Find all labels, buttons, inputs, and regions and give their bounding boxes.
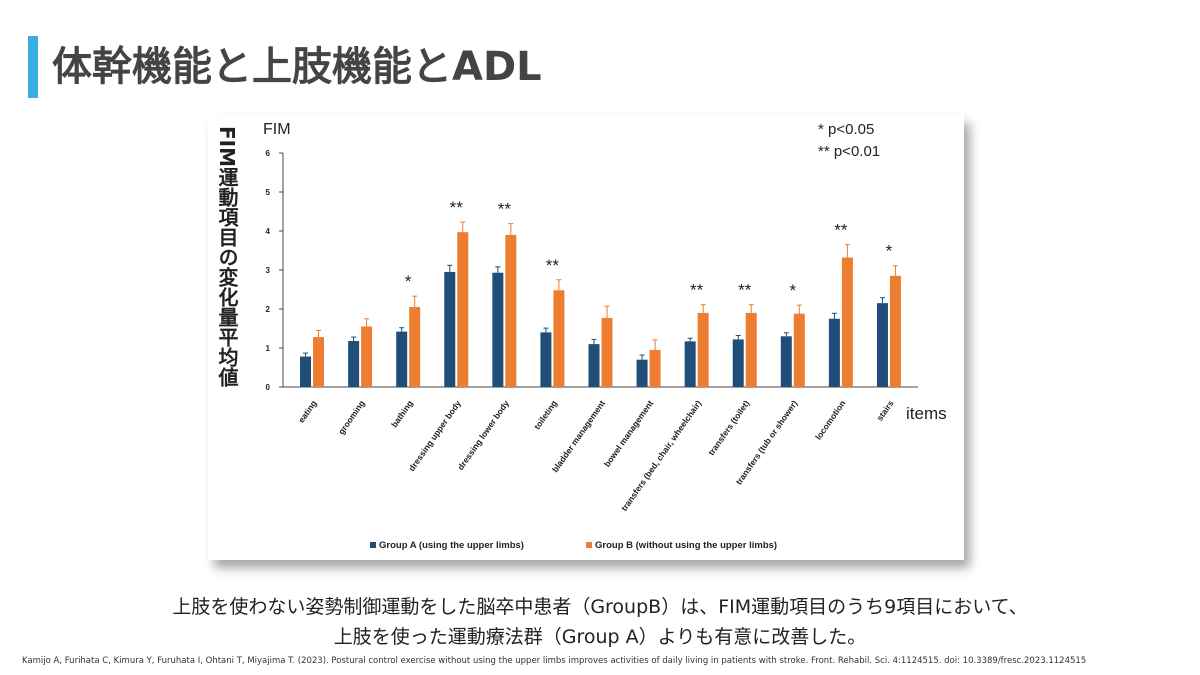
significance-legend-entry: ** p<0.01 <box>818 143 880 160</box>
x-category-label: dressing lower body <box>455 398 511 472</box>
bar-group-a <box>540 332 552 387</box>
bar-group-a <box>780 336 792 387</box>
x-category-label: toileting <box>532 398 559 431</box>
bar-group-a <box>684 341 696 387</box>
bar-group-a <box>732 339 744 387</box>
bar-group-b <box>697 312 709 387</box>
x-category-label: eating <box>296 398 319 424</box>
x-category-label: stairs <box>874 398 895 423</box>
bar-group-b <box>745 312 757 387</box>
bar-group-b <box>841 257 853 387</box>
significance-marker: * <box>405 272 412 291</box>
x-category-label: locomotion <box>813 398 847 441</box>
title-accent-bar <box>28 36 38 98</box>
y-tick-label: 6 <box>266 149 271 158</box>
bar-group-a <box>396 331 408 387</box>
bar-group-a <box>636 359 648 387</box>
significance-marker: ** <box>450 198 464 217</box>
slide-title: 体幹機能と上肢機能とADL <box>52 44 542 90</box>
x-axis-label: items <box>906 404 947 423</box>
significance-marker: ** <box>546 256 560 275</box>
x-category-label: bathing <box>389 398 415 429</box>
bar-group-a <box>300 356 312 387</box>
bar-group-a <box>828 318 840 387</box>
bar-group-b <box>793 313 805 387</box>
bar-group-a <box>348 340 360 387</box>
y-tick-label: 3 <box>266 266 271 275</box>
bar-group-b <box>361 326 373 387</box>
significance-marker: ** <box>738 281 752 300</box>
chart-frame: FIM 0 1 2 3 4 5 6 items * p<0.05 ** p<0.01 eating gr… <box>208 115 964 560</box>
significance-marker: * <box>886 242 893 261</box>
legend-label: Group B (without using the upper limbs) <box>595 540 777 551</box>
y-tick-label: 1 <box>266 344 271 353</box>
caption-line-1: 上肢を使わない姿勢制御運動をした脳卒中患者（GroupB）は、FIM運動項目のう… <box>172 596 1028 618</box>
bar-group-b <box>457 232 469 387</box>
bar-group-b <box>553 290 565 387</box>
bar-chart: FIM 0 1 2 3 4 5 6 items * p<0.05 ** p<0.01 eating gr… <box>263 121 947 551</box>
x-category-label: bladder management <box>550 398 607 474</box>
caption-line-2: 上肢を使った運動療法群（Group A）よりも有意に改善した。 <box>333 626 867 648</box>
x-category-label: transfers (bed, chair, wheelchair) <box>619 398 703 513</box>
significance-legend-entry: * p<0.05 <box>818 121 874 138</box>
bar-group-a <box>444 271 456 387</box>
x-category-label: dressing upper body <box>406 398 463 473</box>
y-axis-label: FIM <box>263 121 291 138</box>
bar-group-b <box>313 337 325 387</box>
significance-marker: * <box>789 281 796 300</box>
significance-marker: ** <box>690 281 704 300</box>
x-category-label: transfers (toilet) <box>706 398 751 457</box>
bar-group-b <box>601 317 613 387</box>
legend-swatch <box>370 542 376 548</box>
y-tick-label: 4 <box>266 227 271 236</box>
bar-group-a <box>492 272 504 387</box>
y-tick-label: 0 <box>266 383 271 392</box>
y-tick-label: 5 <box>266 188 271 197</box>
bar-group-a <box>876 303 888 387</box>
citation: Kamijo A, Furihata C, Kimura Y, Furuhata… <box>22 656 1087 666</box>
bar-group-b <box>505 234 517 387</box>
bar-group-b <box>649 349 661 387</box>
x-category-label: bowel management <box>602 398 656 468</box>
legend-label: Group A (using the upper limbs) <box>379 540 524 551</box>
chart-vertical-label: FIM運動項目の変化量平均値 <box>215 126 239 388</box>
x-category-label: grooming <box>336 398 367 436</box>
y-tick-label: 2 <box>266 305 271 314</box>
bar-group-b <box>889 275 901 387</box>
legend-swatch <box>586 542 592 548</box>
significance-marker: ** <box>498 200 512 219</box>
bar-group-b <box>409 307 421 387</box>
bar-group-a <box>588 344 600 387</box>
significance-marker: ** <box>834 221 848 240</box>
